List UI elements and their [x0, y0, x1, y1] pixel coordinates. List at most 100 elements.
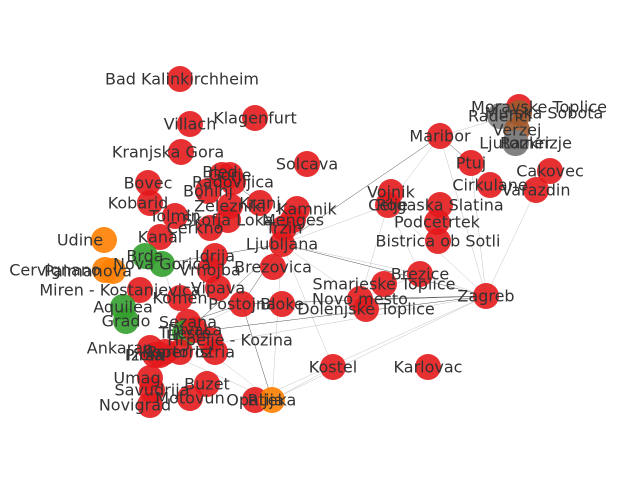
node-label-izola: Izola [126, 346, 163, 365]
node-label-cervignano: Cervignano [9, 261, 101, 280]
node-label-murska: Murska Sobota [485, 104, 604, 123]
node-label-nova_gorica: Nova Gorica [113, 255, 211, 274]
node-novigrad [137, 392, 163, 418]
edge-ljubljana-brezice [281, 243, 421, 275]
node-label-koper: Koper [142, 343, 188, 362]
node-label-cirkulane: Cirkulane [452, 176, 527, 195]
node-label-razkrizje: Razkrizje [500, 134, 572, 153]
node-label-novigrad: Novigrad [99, 396, 171, 415]
node-label-idrija: Idrija [195, 247, 235, 266]
node-label-palmanova: Palmanova [44, 262, 132, 281]
edge-zagreb-ptuj [470, 162, 487, 297]
node-label-menges: Menges [262, 211, 324, 230]
node-label-aquilea: Aquilea [93, 298, 153, 317]
node-label-radovljica: Radovljica [192, 173, 274, 192]
node-maribor [427, 123, 453, 149]
node-label-zelezniki: Železniki [194, 197, 266, 216]
node-label-vipava: Vipava [191, 279, 245, 298]
node-tolmin [162, 203, 188, 229]
node-bistrica [425, 228, 451, 254]
node-razkrizje [503, 130, 529, 156]
node-label-piran: Piran [125, 346, 165, 365]
edge-maribor-zagreb [439, 135, 487, 297]
node-idrija [202, 243, 228, 269]
edge-zagreb-opatija [254, 295, 487, 401]
edge-celje-novo_mesto [359, 204, 389, 300]
node-label-radenci: Radenci [468, 107, 532, 126]
node-label-maribor: Maribor [409, 127, 471, 146]
node-rijeka [259, 387, 285, 413]
node-rogaska [427, 192, 453, 218]
node-label-cerkno: Cerkno [167, 219, 224, 238]
node-vojnik [378, 179, 404, 205]
node-label-ptuj: Ptuj [456, 154, 487, 173]
node-miren [127, 277, 153, 303]
node-ljubljana [269, 231, 295, 257]
node-cervignano [92, 257, 118, 283]
node-label-istria: Istria [195, 343, 235, 362]
node-klagenfurt [242, 105, 268, 131]
node-istria [202, 339, 228, 365]
node-label-ljutomer: Ljutomer [479, 134, 551, 153]
node-izola [147, 342, 173, 368]
edge-zagreb-novo_mesto [359, 295, 487, 300]
node-smarjeske [371, 271, 397, 297]
node-label-vrhojba: Vrhojba [179, 261, 241, 280]
node-label-solcava: Solcava [276, 155, 338, 174]
node-nova_gorica [149, 251, 175, 277]
node-label-skofja: Škofja Loka [183, 211, 274, 230]
node-radovljica [220, 169, 246, 195]
node-villach [177, 111, 203, 137]
node-label-podcetrtek: Podcetrtek [394, 213, 481, 232]
node-postojna [229, 291, 255, 317]
node-portoroz [167, 339, 193, 365]
node-label-buzet: Buzet [184, 375, 230, 394]
node-label-trieste: Trieste [158, 324, 212, 343]
node-label-verzej: Verzej [493, 121, 542, 140]
node-label-miren: Miren - Kostanjevica [39, 281, 200, 300]
edge-ljubljana-kostel [281, 243, 334, 368]
node-label-dolenjske: Dolenjske Toplice [297, 300, 434, 319]
node-solcava [294, 151, 320, 177]
node-label-ankaran: Ankaran [87, 339, 153, 358]
node-kranjska [168, 139, 194, 165]
node-cirkulane [477, 172, 503, 198]
edge-ljubljana-maribor [281, 135, 441, 245]
edge-zagreb-rijeka [271, 295, 487, 401]
node-label-bad_kalin: Bad Kalinkirchheim [105, 70, 259, 89]
node-bloke [269, 291, 295, 317]
node-zagreb [473, 283, 499, 309]
node-label-ljubljana: Ljubljana [246, 235, 318, 254]
edge-zagreb-trieste [184, 295, 487, 334]
node-label-postojna: Postojna [208, 295, 276, 314]
nodes-layer [91, 66, 563, 418]
node-kanal [147, 224, 173, 250]
node-label-bohinj: Bohinj [183, 182, 233, 201]
node-label-portoroz: Portoroz [147, 343, 213, 362]
edge-ljubljana-novo_mesto [281, 243, 361, 300]
node-label-klagenfurt: Klagenfurt [213, 109, 297, 128]
node-label-komen: Komen [152, 289, 207, 308]
node-label-zagreb: Zagreb [457, 287, 514, 306]
node-label-opatija: Opatija [226, 391, 284, 410]
node-label-varazdin: Varazdin [501, 181, 570, 200]
node-label-kanal: Kanal [138, 228, 182, 247]
node-label-bistrica: Bistrica ob Sotli [376, 232, 501, 251]
node-label-rogaska: Rogaska Slatina [376, 196, 503, 215]
node-label-cakovec: Cakovec [516, 162, 584, 181]
node-label-divaca: Divaca [168, 321, 223, 340]
node-label-brda: Brda [126, 247, 163, 266]
edge-rijeka-postojna [241, 303, 273, 401]
node-label-kobarid: Kobarid [108, 194, 169, 213]
node-kobarid [137, 190, 163, 216]
node-brezice [407, 261, 433, 287]
node-label-brezovica: Brezovica [234, 258, 312, 277]
node-label-bloke: Bloke [260, 295, 304, 314]
node-label-umag: Umag [113, 369, 160, 388]
node-kranj [247, 190, 273, 216]
node-motovun [177, 385, 203, 411]
node-label-grado: Grado [102, 312, 151, 331]
node-label-udine: Udine [57, 231, 103, 250]
